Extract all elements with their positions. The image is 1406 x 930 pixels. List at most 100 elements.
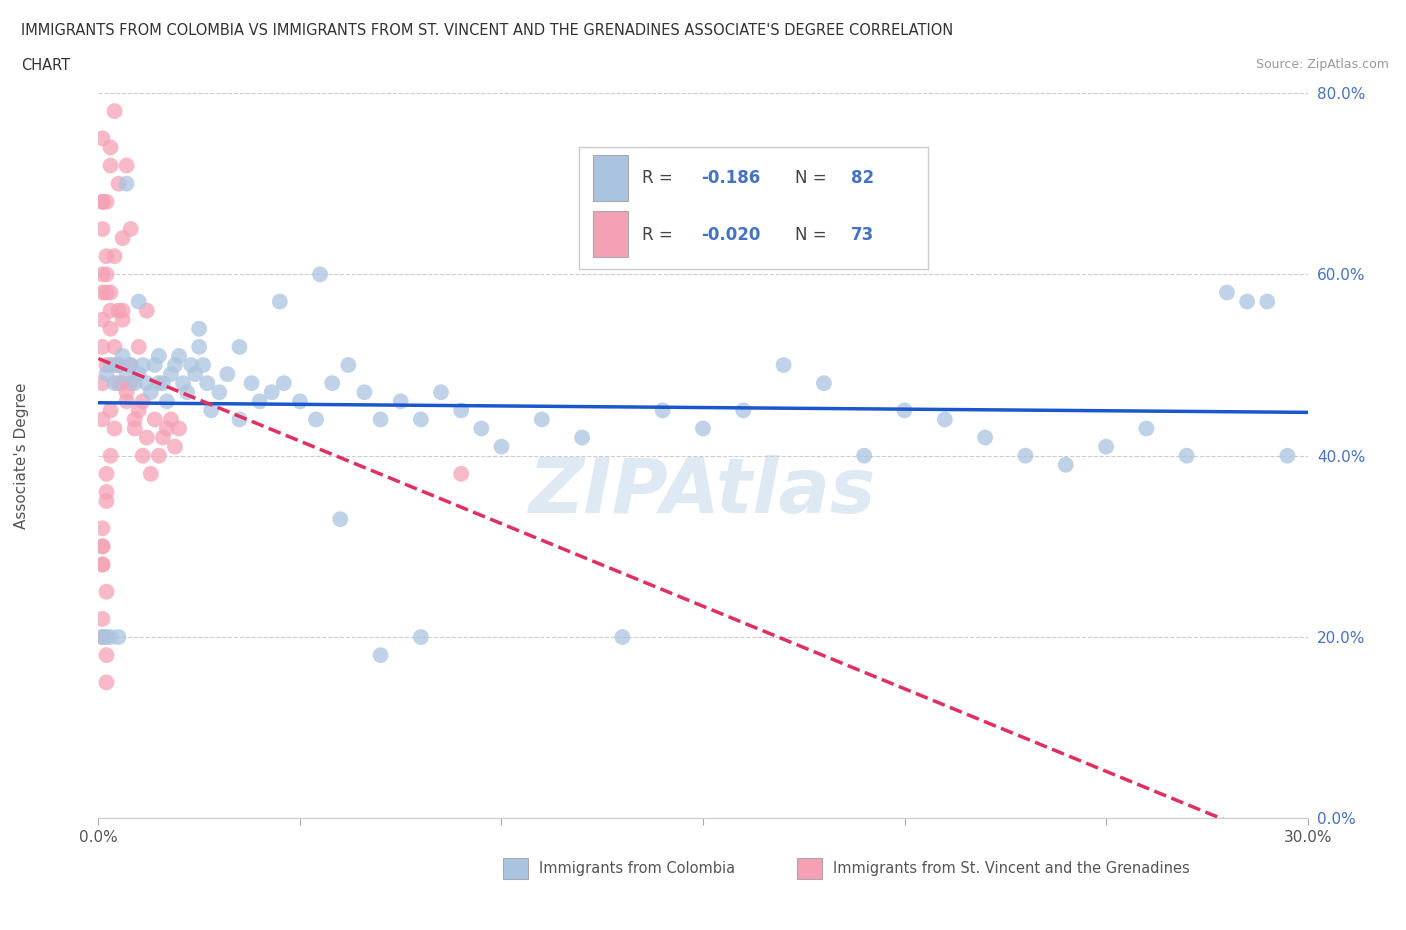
Point bbox=[128, 339, 150, 354]
Point bbox=[96, 485, 118, 499]
Point bbox=[91, 194, 114, 209]
Point bbox=[1216, 285, 1239, 299]
Point bbox=[96, 249, 118, 264]
Point bbox=[103, 339, 125, 354]
Point bbox=[120, 376, 142, 391]
Point bbox=[160, 412, 183, 427]
Point bbox=[193, 358, 215, 373]
Point bbox=[148, 376, 170, 391]
Point bbox=[91, 221, 114, 236]
Point bbox=[115, 394, 138, 409]
Point bbox=[409, 630, 432, 644]
Point bbox=[1054, 458, 1077, 472]
Point bbox=[91, 557, 114, 572]
Text: R =: R = bbox=[641, 169, 678, 187]
Point bbox=[100, 358, 122, 373]
Point bbox=[111, 312, 134, 327]
Text: N =: N = bbox=[796, 169, 832, 187]
Point bbox=[167, 421, 190, 436]
Point bbox=[1095, 439, 1118, 454]
Point bbox=[1135, 421, 1157, 436]
Point bbox=[100, 140, 122, 154]
Point bbox=[103, 249, 125, 264]
Point bbox=[893, 403, 915, 418]
Point bbox=[96, 675, 118, 690]
Point bbox=[1256, 294, 1278, 309]
Point bbox=[370, 648, 392, 663]
Text: N =: N = bbox=[796, 226, 832, 244]
Text: -0.186: -0.186 bbox=[702, 169, 761, 187]
Point bbox=[612, 204, 634, 219]
Point bbox=[853, 448, 876, 463]
Point bbox=[152, 430, 174, 445]
Point bbox=[273, 376, 295, 391]
Point bbox=[651, 403, 673, 418]
Point bbox=[450, 467, 472, 482]
Point bbox=[530, 412, 553, 427]
Point bbox=[96, 467, 118, 482]
Point bbox=[96, 194, 118, 209]
Point bbox=[107, 177, 129, 192]
Point bbox=[91, 539, 114, 554]
Point bbox=[184, 366, 207, 381]
Point bbox=[96, 68, 118, 83]
Point bbox=[156, 394, 179, 409]
Point bbox=[124, 376, 146, 391]
Text: -0.020: -0.020 bbox=[702, 226, 761, 244]
Point bbox=[96, 366, 118, 381]
Text: R =: R = bbox=[641, 226, 678, 244]
Point bbox=[974, 430, 997, 445]
Point bbox=[103, 376, 125, 391]
Point bbox=[111, 231, 134, 246]
Text: IMMIGRANTS FROM COLOMBIA VS IMMIGRANTS FROM ST. VINCENT AND THE GRENADINES ASSOC: IMMIGRANTS FROM COLOMBIA VS IMMIGRANTS F… bbox=[21, 23, 953, 38]
Point bbox=[571, 430, 593, 445]
Point bbox=[96, 358, 118, 373]
Point bbox=[163, 439, 186, 454]
Point bbox=[91, 376, 114, 391]
Point bbox=[96, 630, 118, 644]
Point bbox=[115, 385, 138, 400]
Point bbox=[139, 467, 162, 482]
Point bbox=[139, 385, 162, 400]
Text: 73: 73 bbox=[851, 226, 875, 244]
Point bbox=[115, 177, 138, 192]
Bar bbox=[593, 211, 627, 257]
Point bbox=[491, 439, 513, 454]
Point bbox=[91, 267, 114, 282]
Point bbox=[91, 630, 114, 644]
Point bbox=[91, 131, 114, 146]
Point bbox=[152, 376, 174, 391]
Text: Source: ZipAtlas.com: Source: ZipAtlas.com bbox=[1256, 58, 1389, 71]
Text: Immigrants from Colombia: Immigrants from Colombia bbox=[540, 861, 735, 876]
Point bbox=[450, 403, 472, 418]
Point bbox=[260, 385, 283, 400]
Point bbox=[409, 412, 432, 427]
Point bbox=[430, 385, 453, 400]
Point bbox=[337, 358, 360, 373]
Point bbox=[96, 494, 118, 509]
Point bbox=[107, 630, 129, 644]
Point bbox=[269, 294, 291, 309]
Point bbox=[188, 322, 211, 337]
Point bbox=[120, 221, 142, 236]
Point bbox=[115, 366, 138, 381]
Point bbox=[115, 158, 138, 173]
Point bbox=[188, 339, 211, 354]
Point bbox=[132, 448, 155, 463]
Point bbox=[163, 358, 186, 373]
Point bbox=[148, 349, 170, 364]
Point bbox=[172, 376, 194, 391]
Point bbox=[470, 421, 492, 436]
Point bbox=[120, 358, 142, 373]
Point bbox=[96, 267, 118, 282]
Point bbox=[100, 285, 122, 299]
Point bbox=[135, 376, 157, 391]
Point bbox=[124, 412, 146, 427]
Point bbox=[91, 312, 114, 327]
Point bbox=[124, 421, 146, 436]
Point bbox=[934, 412, 956, 427]
Point bbox=[733, 403, 755, 418]
Point bbox=[1277, 448, 1299, 463]
Point bbox=[692, 421, 714, 436]
Point bbox=[107, 358, 129, 373]
